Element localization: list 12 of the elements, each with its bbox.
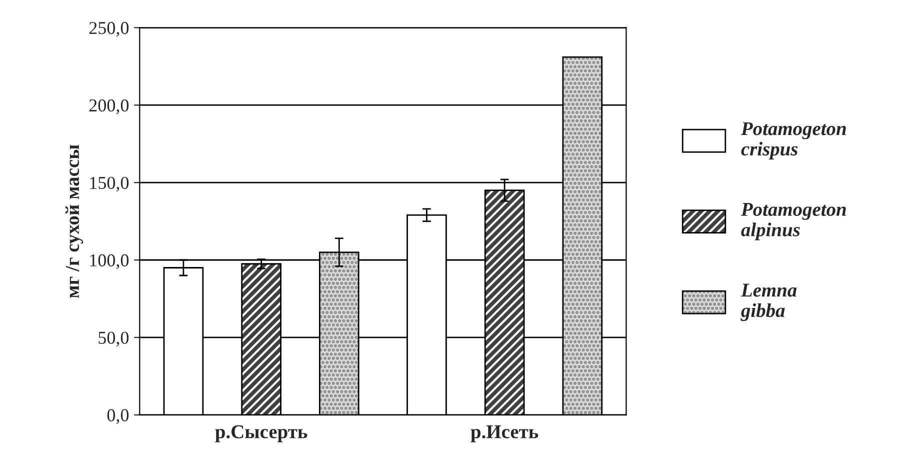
- x-tick-label: р.Сысерть: [215, 425, 308, 442]
- legend-label: Potamogeton crispus: [740, 122, 846, 160]
- y-tick-label: 0,0: [107, 409, 129, 424]
- y-axis-title: мг /г сухой массы: [65, 144, 84, 298]
- y-tick-label: 200,0: [89, 99, 129, 114]
- y-tick-label: 50,0: [98, 332, 129, 346]
- x-tick-label: р.Исеть: [470, 425, 538, 442]
- y-tick-label: 250,0: [89, 22, 129, 37]
- y-tick-label: 100,0: [90, 254, 129, 270]
- legend-label: Lemna gibba: [740, 284, 797, 322]
- y-tick-label: 150,0: [90, 176, 129, 192]
- legend-label: Potamogeton alpinus: [740, 203, 846, 240]
